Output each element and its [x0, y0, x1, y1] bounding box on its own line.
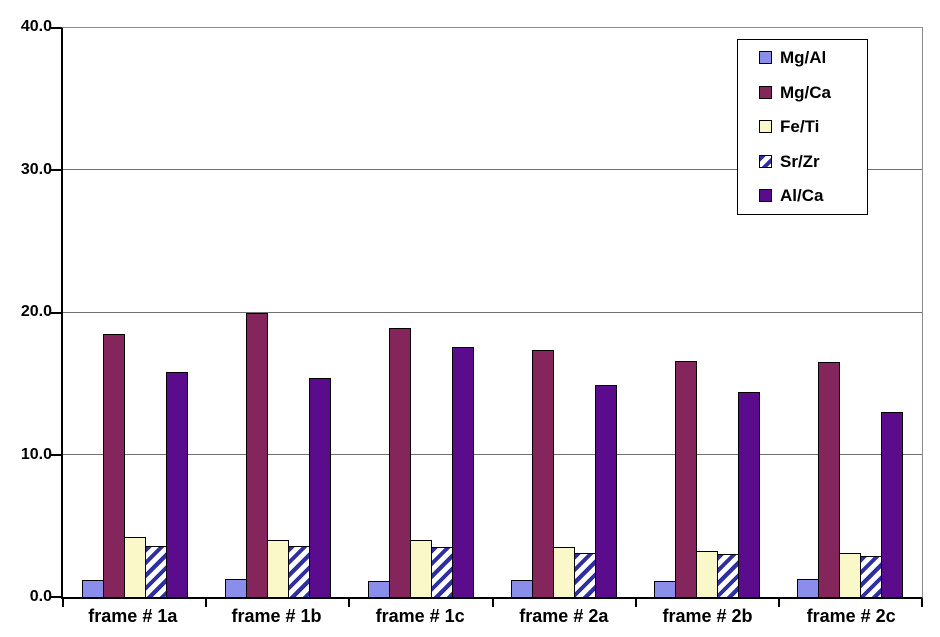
bar-mg-al [797, 578, 820, 597]
category-group-frame-1b [206, 28, 349, 597]
bar-mg-al [654, 581, 677, 597]
bar-mg-ca [102, 333, 125, 597]
bar-al-ca [738, 392, 761, 597]
bar-al-ca [308, 377, 331, 597]
x-axis-tick [348, 599, 351, 607]
bar-mg-ca [245, 312, 268, 597]
bar-sr-zr [717, 554, 740, 597]
bar-sr-zr [287, 545, 310, 597]
y-axis-tick-label: 20.0 [20, 303, 52, 320]
legend-swatch-icon [759, 189, 772, 202]
legend-entry-al-ca: Al/Ca [759, 187, 863, 204]
x-axis-category-label: frame # 1c [375, 606, 465, 626]
x-axis-labels: frame # 1a frame # 1b frame # 1c frame # 2a… [61, 606, 923, 634]
x-axis-category-label: frame # 2c [806, 606, 896, 626]
x-axis-category-label: frame # 1b [231, 606, 322, 626]
y-axis-tick [51, 453, 61, 456]
y-axis-tick-label: 0.0 [29, 588, 52, 605]
x-axis-tick [777, 599, 780, 607]
bar-mg-ca [675, 360, 698, 597]
bar-fe-ti [696, 551, 719, 597]
legend-entry-sr-zr: Sr/Zr [759, 153, 863, 170]
x-axis-tick [491, 599, 494, 607]
bar-sr-zr [144, 545, 167, 597]
bar-sr-zr [430, 547, 453, 597]
bar-mg-al [511, 579, 534, 597]
bar-mg-al [81, 579, 104, 597]
bar-mg-ca [388, 328, 411, 597]
bar-fe-ti [839, 552, 862, 597]
x-axis-category-label: frame # 1a [88, 606, 178, 626]
x-axis-category-label: frame # 2a [519, 606, 609, 626]
legend-entry-fe-ti: Fe/Ti [759, 118, 863, 135]
legend-label: Fe/Ti [780, 117, 820, 136]
legend: Mg/Al Mg/Ca Fe/Ti Sr/Zr Al/Ca [737, 39, 868, 215]
bar-mg-al [224, 578, 247, 597]
y-axis-tick-label: 30.0 [20, 160, 52, 178]
x-axis-tick [634, 599, 637, 607]
legend-swatch-icon [759, 85, 772, 99]
bar-fe-ti [266, 540, 289, 597]
category-group-frame-1c [349, 28, 492, 597]
legend-label: Mg/Ca [780, 82, 831, 102]
legend-label: Sr/Zr [780, 151, 820, 171]
legend-entry-mg-al: Mg/Al [759, 49, 863, 66]
bar-mg-ca [818, 362, 841, 597]
category-group-frame-1a [63, 28, 206, 597]
legend-swatch-icon [759, 51, 772, 64]
bar-fe-ti [553, 547, 576, 597]
bar-fe-ti [123, 537, 146, 597]
y-axis-tick-label: 10.0 [20, 445, 52, 463]
category-group-frame-2b [636, 28, 779, 597]
bar-sr-zr [860, 555, 883, 597]
legend-swatch-icon [759, 154, 772, 168]
legend-swatch-icon [759, 120, 772, 133]
legend-label: Mg/Al [780, 48, 827, 67]
bar-fe-ti [409, 540, 432, 597]
y-axis-tick [51, 596, 61, 598]
legend-label: Al/Ca [780, 186, 824, 205]
y-axis-tick [51, 27, 61, 29]
gridline [63, 169, 922, 171]
y-axis-tick-label: 40.0 [20, 18, 52, 35]
x-axis-tick [921, 599, 923, 607]
bar-al-ca [881, 412, 904, 597]
y-axis-tick [51, 169, 61, 172]
category-group-frame-2c [779, 28, 922, 597]
gridline [63, 311, 922, 313]
y-axis-labels: 0.0 10.0 20.0 30.0 40.0 [0, 18, 52, 605]
x-axis-category-label: frame # 2b [662, 606, 753, 626]
bar-sr-zr [574, 552, 597, 597]
bar-mg-al [367, 581, 390, 597]
bar-mg-ca [532, 349, 555, 597]
bar-al-ca [595, 385, 618, 597]
bar-al-ca [165, 372, 188, 597]
x-axis-tick [205, 599, 208, 607]
y-axis-tick [51, 311, 61, 314]
gridline [63, 453, 922, 455]
bar-al-ca [451, 346, 474, 597]
category-group-frame-2a [493, 28, 636, 597]
x-axis-tick [62, 599, 64, 607]
legend-entry-mg-ca: Mg/Ca [759, 84, 863, 101]
